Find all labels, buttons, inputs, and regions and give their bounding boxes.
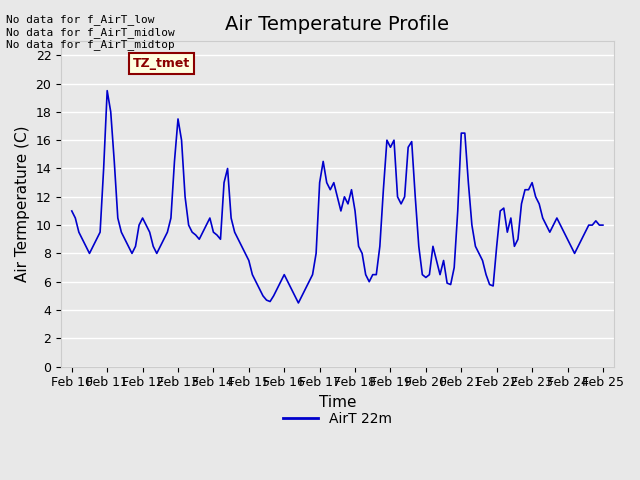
Title: Air Temperature Profile: Air Temperature Profile (225, 15, 449, 34)
Y-axis label: Air Termperature (C): Air Termperature (C) (15, 126, 30, 282)
Legend: AirT 22m: AirT 22m (277, 406, 397, 432)
Text: No data for f_AirT_low
No data for f_AirT_midlow
No data for f_AirT_midtop: No data for f_AirT_low No data for f_Air… (6, 14, 175, 50)
X-axis label: Time: Time (319, 395, 356, 410)
Text: TZ_tmet: TZ_tmet (133, 57, 190, 70)
